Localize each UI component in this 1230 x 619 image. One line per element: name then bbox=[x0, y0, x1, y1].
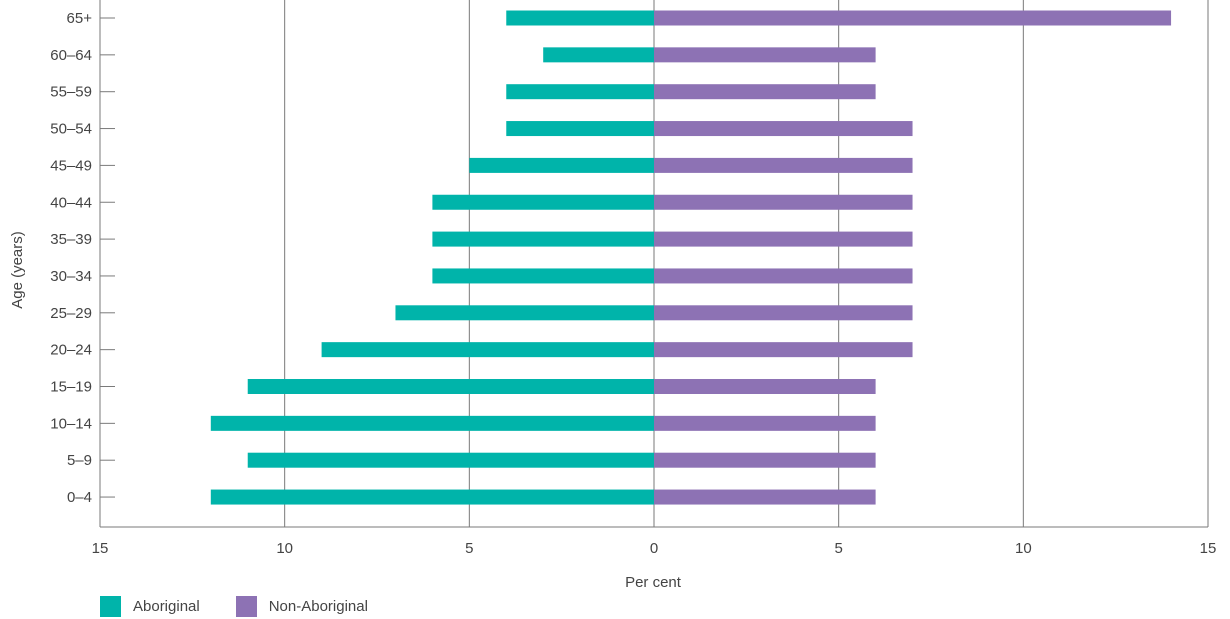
bar-non-aboriginal-5 bbox=[654, 305, 913, 321]
bar-aboriginal-5 bbox=[395, 305, 654, 321]
x-tick-label-0: 15 bbox=[92, 540, 109, 557]
bar-non-aboriginal-11 bbox=[654, 84, 876, 100]
y-tick-label-5: 25–29 bbox=[50, 305, 92, 322]
bar-aboriginal-2 bbox=[210, 415, 655, 431]
legend-item-aboriginal: Aboriginal bbox=[100, 596, 200, 617]
legend-label-non-aboriginal: Non-Aboriginal bbox=[268, 598, 368, 615]
bars bbox=[210, 10, 1172, 505]
bar-aboriginal-7 bbox=[432, 231, 654, 247]
bar-aboriginal-10 bbox=[506, 121, 654, 137]
y-tick-label-2: 10–14 bbox=[50, 415, 92, 432]
bar-non-aboriginal-7 bbox=[654, 231, 913, 247]
legend-swatch-aboriginal bbox=[100, 596, 121, 617]
x-tick-labels: 15 10 5 0 5 10 15 bbox=[92, 540, 1217, 557]
y-tick-label-4: 20–24 bbox=[50, 342, 92, 359]
x-tick-label-3: 0 bbox=[650, 540, 658, 557]
bar-non-aboriginal-6 bbox=[654, 268, 913, 284]
bar-non-aboriginal-1 bbox=[654, 452, 876, 468]
x-tick-label-6: 15 bbox=[1200, 540, 1217, 557]
bar-aboriginal-9 bbox=[469, 157, 654, 173]
bar-aboriginal-12 bbox=[543, 47, 654, 63]
y-tick-label-9: 45–49 bbox=[50, 157, 92, 174]
y-tick-label-7: 35–39 bbox=[50, 231, 92, 248]
bar-non-aboriginal-12 bbox=[654, 47, 876, 63]
y-tick-label-0: 0–4 bbox=[67, 489, 92, 506]
x-tick-label-4: 5 bbox=[834, 540, 842, 557]
gridlines bbox=[284, 0, 1024, 527]
bar-aboriginal-4 bbox=[321, 342, 654, 358]
bar-non-aboriginal-2 bbox=[654, 415, 876, 431]
x-tick-label-5: 10 bbox=[1015, 540, 1032, 557]
y-tick-label-1: 5–9 bbox=[67, 452, 92, 469]
y-tick-label-3: 15–19 bbox=[50, 379, 92, 396]
y-axis-title: Age (years) bbox=[9, 231, 26, 309]
bar-non-aboriginal-8 bbox=[654, 194, 913, 210]
y-tick-label-11: 55–59 bbox=[50, 84, 92, 101]
axes bbox=[99, 0, 1209, 528]
x-axis-title: Per cent bbox=[625, 574, 682, 591]
legend: Aboriginal Non-Aboriginal bbox=[100, 596, 368, 617]
bar-non-aboriginal-4 bbox=[654, 342, 913, 358]
legend-label-aboriginal: Aboriginal bbox=[133, 598, 200, 615]
bar-aboriginal-6 bbox=[432, 268, 654, 284]
bar-non-aboriginal-9 bbox=[654, 157, 913, 173]
bar-non-aboriginal-10 bbox=[654, 121, 913, 137]
y-tick-label-8: 40–44 bbox=[50, 194, 92, 211]
bar-aboriginal-0 bbox=[210, 489, 655, 505]
bar-aboriginal-11 bbox=[506, 84, 654, 100]
bar-aboriginal-13 bbox=[506, 10, 654, 26]
x-tick-label-1: 10 bbox=[276, 540, 293, 557]
bar-non-aboriginal-3 bbox=[654, 379, 876, 394]
bar-aboriginal-3 bbox=[247, 379, 654, 394]
x-tick-label-2: 5 bbox=[465, 540, 473, 557]
y-tick-label-13: 65+ bbox=[67, 10, 93, 27]
legend-swatch-non-aboriginal bbox=[235, 596, 257, 617]
bar-non-aboriginal-13 bbox=[654, 10, 1172, 26]
y-tick-label-6: 30–34 bbox=[50, 268, 92, 285]
bar-non-aboriginal-0 bbox=[654, 489, 876, 505]
y-tick-labels: 0–4 5–9 10–14 15–19 20–24 25–29 30–34 35–39 40–4… bbox=[50, 10, 115, 506]
legend-item-non-aboriginal: Non-Aboriginal bbox=[235, 596, 368, 617]
bar-aboriginal-8 bbox=[432, 194, 654, 210]
bar-aboriginal-1 bbox=[247, 452, 654, 468]
y-tick-label-12: 60–64 bbox=[50, 47, 92, 64]
y-tick-label-10: 50–54 bbox=[50, 121, 92, 138]
